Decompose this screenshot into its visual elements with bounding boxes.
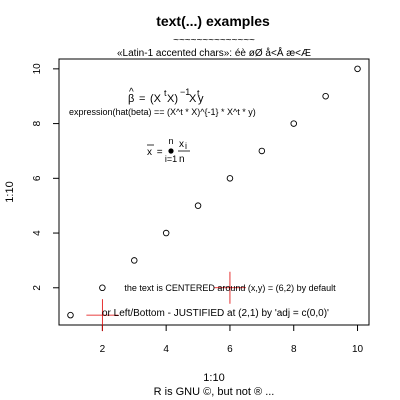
y-axis: 2 4 6 8 10 xyxy=(32,63,60,291)
beta-lparen-x: (X xyxy=(150,93,162,105)
beta-transpose-2: t xyxy=(197,88,200,98)
y-tick-label: 8 xyxy=(32,120,43,126)
title-underline: ~~~~~~~~~~~~~~ xyxy=(173,35,255,46)
data-point xyxy=(162,229,170,237)
data-point xyxy=(290,120,297,127)
x-tick-label: 6 xyxy=(227,344,233,355)
xbar-denominator: n xyxy=(179,154,185,165)
y-tick-label: 6 xyxy=(32,175,43,181)
chart-subtitle: «Latin-1 accented chars»: éè øØ å<Å æ<Æ xyxy=(117,46,311,59)
crosshairs xyxy=(86,271,246,332)
xbar-formula: x = n i=1 x i n xyxy=(147,136,190,165)
chart-sub-label: R is GNU ©, but not ® ... xyxy=(154,386,275,398)
xbar-equals: = xyxy=(154,147,165,158)
hat-symbol: ^ xyxy=(129,87,134,98)
sum-upper: n xyxy=(168,136,173,146)
expression-text: expression(hat(beta) == (X^t * X)^{-1} *… xyxy=(69,107,256,117)
x-axis: 2 4 6 8 10 xyxy=(100,324,364,355)
data-point xyxy=(131,257,138,264)
data-point xyxy=(322,92,329,100)
beta-hat-formula: ^ β = (X t X) −1 X t y xyxy=(128,87,204,105)
x-tick-label: 4 xyxy=(163,344,169,355)
xbar-numerator: x xyxy=(179,139,184,150)
beta-y: y xyxy=(198,93,204,105)
data-point xyxy=(67,311,74,319)
x-tick-label: 10 xyxy=(352,344,364,355)
xbar-subscript: i xyxy=(185,141,187,151)
data-point xyxy=(99,284,106,292)
justified-text: or Left/Bottom - JUSTIFIED at (2,1) by '… xyxy=(102,308,329,319)
beta-mid: X) xyxy=(167,93,178,105)
xbar-symbol: x xyxy=(147,147,152,158)
beta-symbol: β xyxy=(128,93,134,105)
scatter-points xyxy=(67,65,361,319)
data-point xyxy=(258,147,266,155)
y-tick-label: 4 xyxy=(32,230,43,236)
x-tick-label: 2 xyxy=(100,344,106,355)
formula-anchor-dot xyxy=(168,148,174,154)
y-tick-label: 2 xyxy=(32,285,43,291)
x-axis-label: 1:10 xyxy=(203,372,224,384)
y-axis-label: 1:10 xyxy=(4,181,16,202)
beta-x2: X xyxy=(189,93,197,105)
chart-title: text(...) examples xyxy=(156,13,270,29)
data-point xyxy=(226,175,234,182)
x-tick-label: 8 xyxy=(291,344,297,355)
y-tick-label: 10 xyxy=(32,63,43,75)
data-point xyxy=(194,202,202,209)
sum-lower: i=1 xyxy=(165,154,177,164)
beta-inverse: −1 xyxy=(180,87,190,97)
data-point xyxy=(354,65,361,73)
beta-equals: = xyxy=(136,93,149,105)
centered-text: the text is CENTERED around (x,y) = (6,2… xyxy=(124,283,336,293)
beta-transpose-1: t xyxy=(164,88,167,98)
